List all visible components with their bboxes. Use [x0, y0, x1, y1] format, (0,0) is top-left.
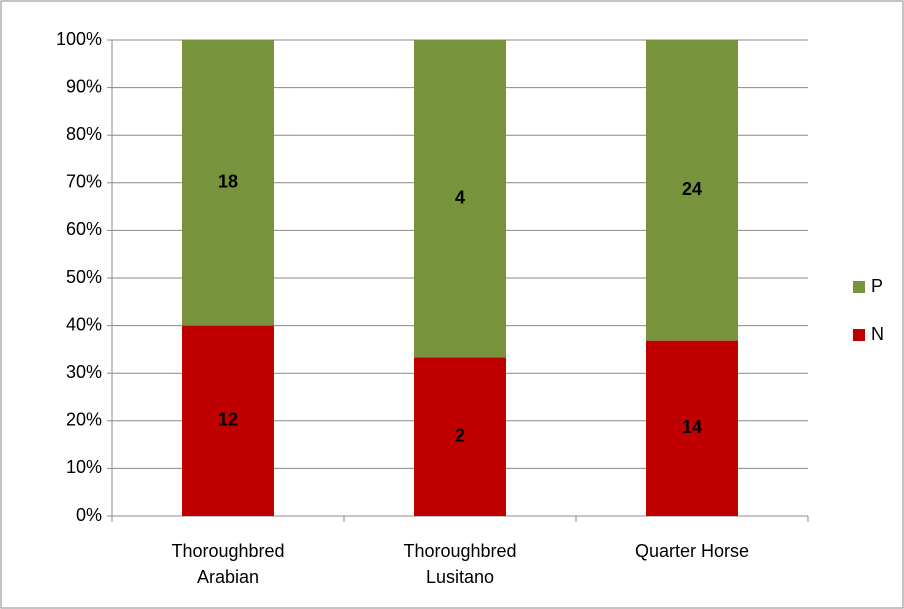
- data-label: 4: [455, 187, 465, 207]
- bar-segment: [414, 40, 506, 358]
- x-tick-label: Thoroughbred Lusitano: [403, 541, 517, 587]
- data-label: 24: [682, 179, 702, 199]
- y-tick-label: 70%: [66, 172, 102, 192]
- y-tick-label: 100%: [56, 29, 102, 49]
- y-tick-label: 40%: [66, 314, 102, 334]
- legend-label: P: [871, 276, 883, 296]
- y-tick-label: 90%: [66, 76, 102, 96]
- y-tick-label: 60%: [66, 219, 102, 239]
- x-tick-label: Thoroughbred Arabian: [171, 541, 285, 587]
- bar-segment: [646, 40, 738, 341]
- y-tick-label: 10%: [66, 457, 102, 477]
- y-tick-label: 80%: [66, 124, 102, 144]
- data-label: 18: [218, 172, 238, 192]
- legend-swatch: [853, 281, 865, 293]
- data-label: 14: [682, 417, 702, 437]
- y-tick-label: 50%: [66, 267, 102, 287]
- y-tick-label: 20%: [66, 410, 102, 430]
- bar-segment: [182, 40, 274, 326]
- bar-segment: [182, 325, 274, 516]
- bar-segment: [646, 340, 738, 516]
- data-label: 12: [218, 410, 238, 430]
- data-label: 2: [455, 425, 465, 445]
- x-tick-label: Quarter Horse: [634, 541, 750, 561]
- legend-swatch: [853, 329, 865, 341]
- y-tick-label: 30%: [66, 362, 102, 382]
- y-tick-label: 0%: [76, 505, 102, 525]
- legend-label: N: [871, 324, 884, 344]
- bar-segment: [414, 357, 506, 516]
